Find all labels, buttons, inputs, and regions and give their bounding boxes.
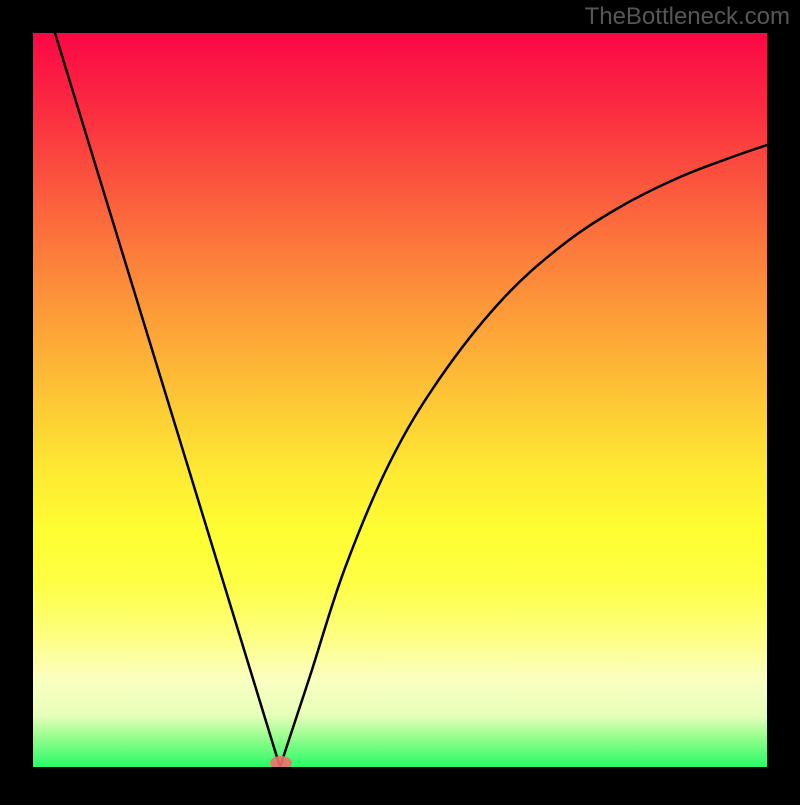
chart-svg: TheBottleneck.com — [0, 0, 800, 800]
plot-background-gradient — [33, 33, 767, 767]
watermark-text: TheBottleneck.com — [585, 3, 790, 30]
chart-root: TheBottleneck.com — [0, 0, 800, 800]
